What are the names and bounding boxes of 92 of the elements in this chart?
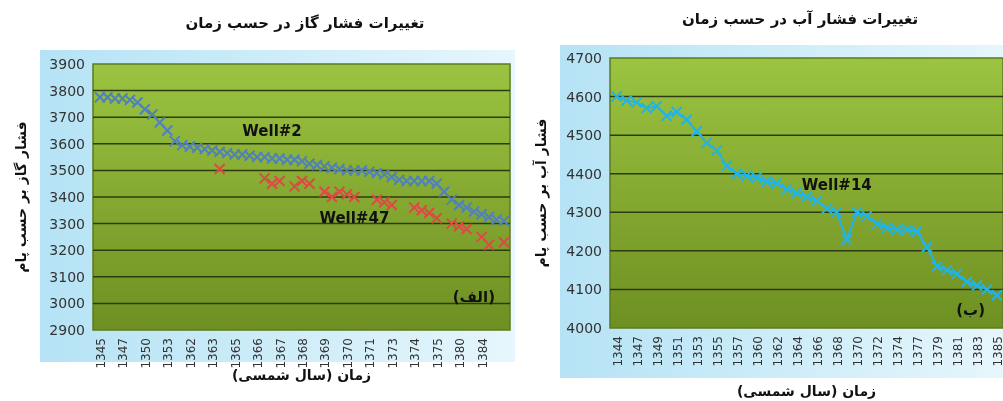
x-tick-label: 1374 <box>890 336 905 367</box>
y-tick-label: 3400 <box>49 189 85 205</box>
x-tick-label: 1362 <box>770 336 785 367</box>
y-tick-label: 3500 <box>49 162 85 179</box>
chart-title: تغییرات فشار گاز در حسب زمان <box>185 14 425 32</box>
y-tick-label: 3100 <box>49 268 85 285</box>
annotation: (ب) <box>956 301 985 319</box>
point <box>498 236 510 249</box>
y-tick-label: 3600 <box>49 135 85 152</box>
chart-title: تغییرات فشار آب در حسب زمان <box>681 10 919 28</box>
point <box>168 135 181 148</box>
y-tick-label: 4100 <box>566 281 602 298</box>
point <box>138 103 151 116</box>
x-axis-title: زمان (سال شمسی) <box>231 367 372 383</box>
x-tick-label: 1373 <box>385 338 400 369</box>
y-tick-label: 4400 <box>566 165 602 182</box>
x-tick-label: 1375 <box>430 338 445 369</box>
x-tick-label: 1379 <box>930 336 945 367</box>
point <box>258 172 271 185</box>
y-tick-label: 3900 <box>49 56 85 72</box>
point <box>991 289 1003 302</box>
x-tick-label: 1353 <box>690 336 705 367</box>
point <box>153 116 166 129</box>
x-tick-label: 1363 <box>206 338 221 369</box>
x-tick-label: 1377 <box>910 336 925 367</box>
point <box>700 136 713 149</box>
y-tick-label: 3300 <box>49 215 85 232</box>
y-tick-label: 4300 <box>566 204 602 221</box>
x-tick-label: 1353 <box>161 338 176 369</box>
x-tick-label: 1370 <box>340 338 355 369</box>
x-tick-label: 1362 <box>183 338 198 369</box>
y-tick-label: 4600 <box>566 88 602 105</box>
x-tick-label: 1364 <box>790 336 805 367</box>
x-tick-label: 1385 <box>991 336 1003 367</box>
y-tick-label: 4000 <box>566 320 602 336</box>
series-label: Well#47 <box>319 209 390 227</box>
series-label: Well#2 <box>242 122 302 141</box>
x-tick-label: 1347 <box>630 336 645 367</box>
x-tick-label: 1357 <box>730 336 745 367</box>
point <box>483 238 496 251</box>
x-tick-label: 1380 <box>453 338 468 369</box>
x-tick-label: 1374 <box>408 338 423 369</box>
annotation: (الف) <box>452 288 495 306</box>
y-axis-title: فشار گاز بر حسب پام <box>13 121 30 273</box>
series-label: Well#14 <box>801 176 872 195</box>
x-tick-label: 1367 <box>273 338 288 369</box>
x-tick-label: 1372 <box>870 336 885 367</box>
x-tick-label: 1383 <box>970 336 985 367</box>
point <box>840 233 853 246</box>
x-axis-title: زمان (سال شمسی) <box>736 383 877 399</box>
point <box>146 108 159 121</box>
x-tick-label: 1351 <box>670 336 685 367</box>
x-tick-label: 1381 <box>950 336 965 367</box>
y-tick-label: 2900 <box>49 322 85 338</box>
x-tick-label: 1365 <box>228 338 243 369</box>
x-tick-label: 1366 <box>251 338 266 369</box>
x-tick-label: 1384 <box>475 338 490 369</box>
point <box>710 144 723 157</box>
point <box>445 193 458 206</box>
y-tick-label: 3700 <box>49 109 85 126</box>
y-tick-label: 3800 <box>49 82 85 99</box>
x-tick-label: 1369 <box>318 338 333 369</box>
point <box>720 160 733 172</box>
x-tick-label: 1360 <box>750 336 765 367</box>
point <box>438 185 451 198</box>
point <box>430 212 443 225</box>
y-axis-title: فشار آب بر حسب پام <box>532 118 550 268</box>
point <box>690 125 703 138</box>
y-tick-label: 4700 <box>566 50 602 66</box>
x-tick-label: 1370 <box>850 336 865 367</box>
point <box>475 230 488 243</box>
x-tick-label: 1347 <box>116 338 131 369</box>
x-tick-label: 1349 <box>650 336 665 367</box>
point <box>288 180 301 193</box>
x-tick-label: 1344 <box>610 336 625 367</box>
point <box>213 163 226 176</box>
x-tick-label: 1371 <box>363 338 378 369</box>
y-tick-label: 4500 <box>566 127 602 144</box>
x-tick-label: 1368 <box>830 336 845 367</box>
x-tick-label: 1350 <box>138 338 153 369</box>
point <box>161 124 174 137</box>
x-tick-label: 1345 <box>94 338 108 369</box>
y-tick-label: 3200 <box>49 242 85 259</box>
x-tick-label: 1368 <box>296 338 310 369</box>
point <box>325 191 338 203</box>
x-tick-label: 1355 <box>710 336 725 367</box>
point <box>318 185 331 198</box>
x-tick-label: 1366 <box>810 336 825 367</box>
point <box>680 113 693 126</box>
y-tick-label: 4200 <box>566 242 602 259</box>
point <box>920 241 933 253</box>
y-tick-label: 3000 <box>49 295 85 312</box>
